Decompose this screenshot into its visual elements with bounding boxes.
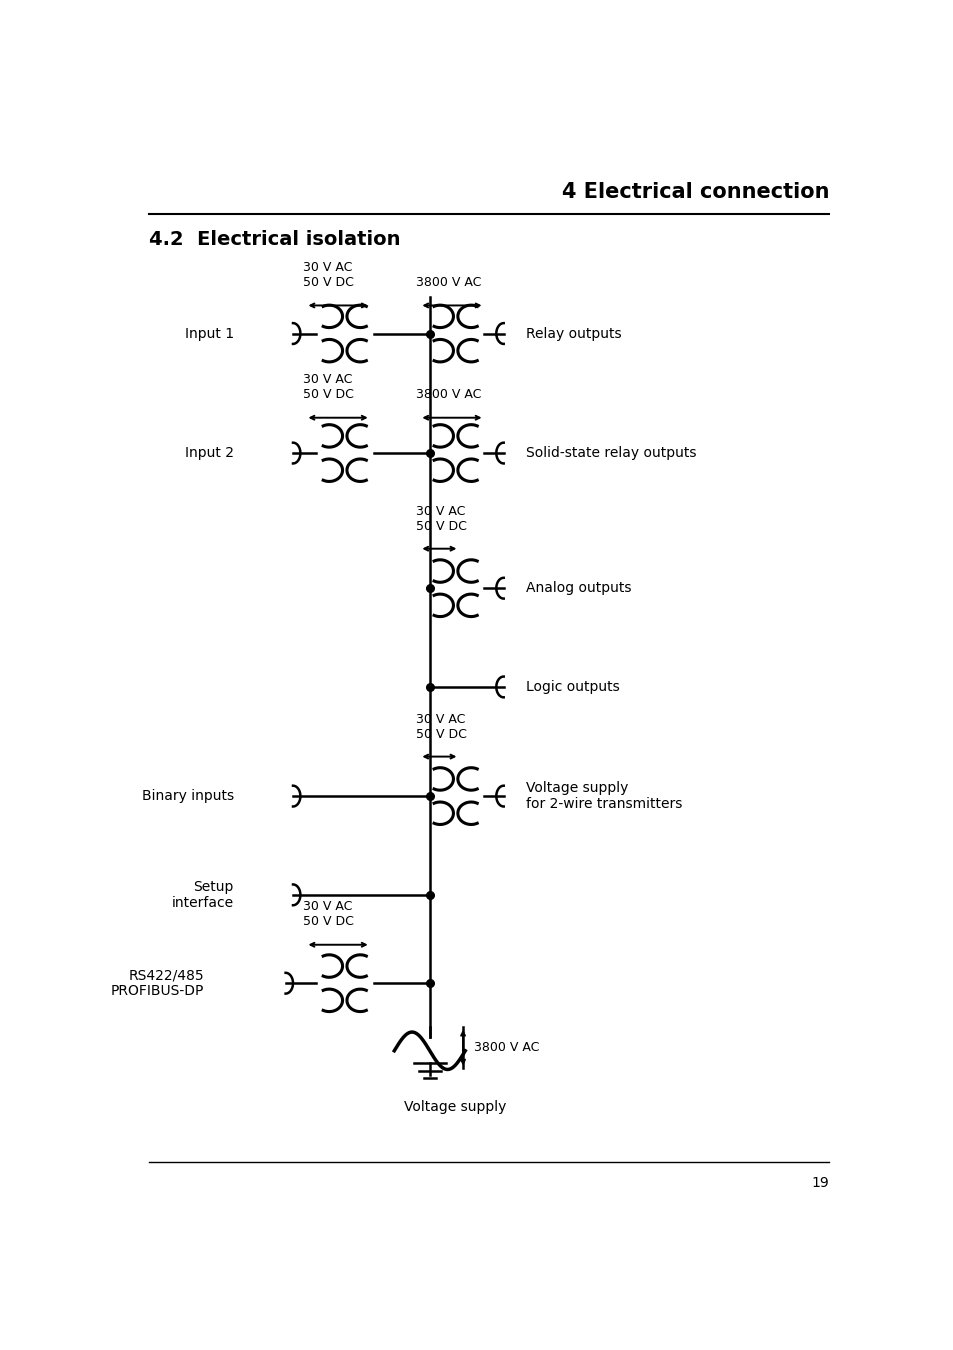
Text: 3800 V AC: 3800 V AC (416, 275, 481, 289)
Text: Voltage supply
for 2-wire transmitters: Voltage supply for 2-wire transmitters (525, 782, 681, 811)
Text: RS422/485
PROFIBUS-DP: RS422/485 PROFIBUS-DP (111, 968, 204, 998)
Text: Input 1: Input 1 (185, 327, 233, 340)
Text: 3800 V AC: 3800 V AC (474, 1041, 539, 1054)
Text: Analog outputs: Analog outputs (525, 582, 631, 595)
Text: Logic outputs: Logic outputs (525, 680, 619, 694)
Text: Input 2: Input 2 (185, 446, 233, 460)
Text: Relay outputs: Relay outputs (525, 327, 620, 340)
Text: 30 V AC
50 V DC: 30 V AC 50 V DC (302, 373, 354, 401)
Text: Setup
interface: Setup interface (172, 880, 233, 910)
Text: 30 V AC
50 V DC: 30 V AC 50 V DC (416, 505, 467, 533)
Text: Voltage supply: Voltage supply (403, 1100, 506, 1114)
Text: Solid-state relay outputs: Solid-state relay outputs (525, 446, 696, 460)
Text: Binary inputs: Binary inputs (142, 790, 233, 803)
Text: 4.2  Electrical isolation: 4.2 Electrical isolation (149, 230, 400, 248)
Text: 30 V AC
50 V DC: 30 V AC 50 V DC (302, 900, 354, 927)
Text: 19: 19 (810, 1176, 828, 1189)
Text: 30 V AC
50 V DC: 30 V AC 50 V DC (302, 261, 354, 289)
Text: 30 V AC
50 V DC: 30 V AC 50 V DC (416, 713, 467, 741)
Text: 4 Electrical connection: 4 Electrical connection (561, 181, 828, 201)
Text: 3800 V AC: 3800 V AC (416, 387, 481, 401)
